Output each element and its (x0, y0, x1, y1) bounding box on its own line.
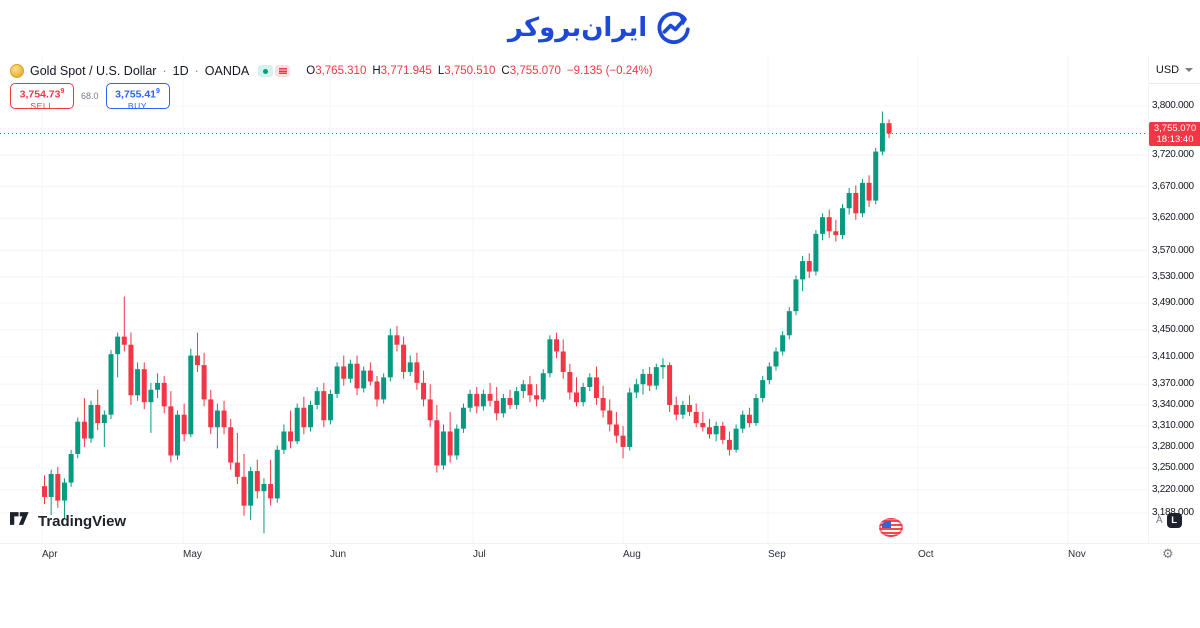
price-tick-label: 3,670.000 (1152, 180, 1194, 192)
price-tick-label: 3,450.000 (1152, 323, 1194, 335)
close-label: C (501, 65, 510, 77)
price-tick-label: 3,220.000 (1152, 483, 1194, 495)
tradingview-logo-icon (10, 512, 32, 530)
auto-scale-button[interactable]: A (1156, 515, 1163, 526)
log-scale-button[interactable]: L (1166, 513, 1182, 528)
last-price-time: 18:13:40 (1156, 133, 1194, 145)
open-label: O (306, 65, 316, 77)
close-value: 3,755.070 (509, 65, 561, 77)
month-tick-label: Sep (768, 549, 786, 560)
open-value: 3,765.310 (315, 65, 367, 77)
separator: · (162, 64, 167, 78)
sell-price: 3,754.73 (19, 88, 61, 101)
us-flag-event-icon[interactable] (879, 518, 903, 537)
sell-button[interactable]: 3,754.739 SELL (10, 83, 74, 111)
month-tick-label: Apr (42, 549, 58, 560)
price-tick-label: 3,250.000 (1152, 462, 1194, 474)
site-header: ایران‌بروکر (0, 0, 1200, 56)
currency-dropdown[interactable]: USD (1149, 56, 1200, 84)
scale-buttons: A L (1156, 513, 1182, 528)
price-tick-label: 3,370.000 (1152, 378, 1194, 390)
market-open-icon (258, 65, 274, 77)
ohlc-values: O3,765.310 H3,771.945 L3,750.510 C3,755.… (306, 65, 652, 77)
low-label: L (437, 65, 445, 77)
candlestick-chart[interactable] (0, 56, 1148, 543)
chart-widget: Gold Spot / U.S. Dollar · 1D · OANDA O3,… (0, 56, 1200, 566)
spread-value: 68.0 (81, 91, 99, 101)
symbol-title[interactable]: Gold Spot / U.S. Dollar (30, 64, 157, 78)
buy-button[interactable]: 3,755.419 BUY (105, 83, 170, 111)
low-value: 3,750.510 (444, 65, 496, 77)
buy-price-pip: 9 (156, 88, 160, 95)
sell-price-pip: 9 (60, 88, 65, 95)
price-tick-label: 3,490.000 (1152, 297, 1194, 309)
price-tick-label: 3,310.000 (1152, 419, 1194, 431)
price-tick-label: 3,720.000 (1152, 149, 1194, 161)
month-tick-label: Nov (1068, 549, 1086, 560)
interval-label[interactable]: 1D (172, 64, 189, 78)
status-pill[interactable] (258, 65, 291, 77)
last-price-value: 3,755.070 (1153, 122, 1197, 134)
separator: · (194, 64, 199, 78)
price-tick-label: 3,410.000 (1152, 350, 1194, 362)
last-price-badge: 3,755.070 18:13:40 (1149, 121, 1200, 146)
price-tick-label: 3,340.000 (1152, 398, 1194, 410)
time-axis[interactable]: Apr May Jun Jul Aug Sep Oct Nov ⚙ (0, 543, 1200, 566)
price-tick-label: 3,280.000 (1152, 440, 1194, 452)
buy-label: BUY (127, 100, 148, 111)
month-tick-label: Oct (918, 549, 934, 560)
gear-icon[interactable]: ⚙ (1162, 547, 1174, 562)
trade-panel: 3,754.739 SELL 68.0 3,755.419 BUY (10, 83, 170, 111)
price-tick-label: 3,620.000 (1152, 212, 1194, 224)
price-tick-label: 3,188.000 (1152, 507, 1200, 519)
gold-coin-icon (10, 64, 24, 78)
high-value: 3,771.945 (380, 65, 432, 77)
price-tick-label: 3,800.000 (1152, 100, 1194, 111)
high-label: H (372, 65, 381, 77)
symbol-header-row: Gold Spot / U.S. Dollar · 1D · OANDA O3,… (10, 64, 653, 78)
price-axis[interactable]: USD 3,800.000 3,720.000 3,670.000 3,620.000… (1148, 56, 1200, 543)
brand[interactable]: ایران‌بروکر (508, 9, 692, 47)
month-tick-label: Jun (330, 549, 347, 560)
tradingview-attribution[interactable]: TradingView (10, 512, 126, 530)
chevron-down-icon (1185, 67, 1194, 72)
tradingview-label: TradingView (38, 512, 127, 530)
price-tick-label: 3,570.000 (1152, 244, 1194, 256)
currency-label: USD (1155, 63, 1180, 76)
brand-logo-icon (654, 9, 692, 47)
brand-name: ایران‌بروکر (507, 13, 648, 43)
month-tick-label: Jul (473, 549, 486, 560)
sell-label: SELL (30, 100, 54, 111)
change-value: −9.135 (−0.24%) (566, 65, 653, 77)
buy-price: 3,755.41 (115, 88, 157, 101)
price-tick-label: 3,530.000 (1152, 270, 1194, 282)
list-icon (275, 65, 291, 77)
month-tick-label: May (183, 549, 202, 560)
month-tick-label: Aug (623, 549, 641, 560)
exchange-label[interactable]: OANDA (204, 64, 250, 78)
